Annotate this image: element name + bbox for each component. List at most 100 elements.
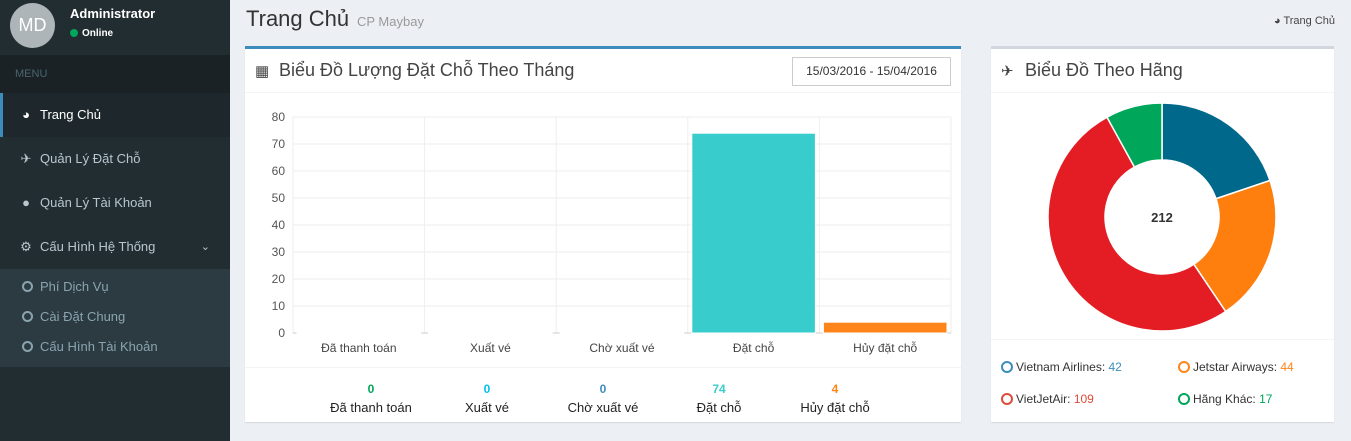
circle-icon bbox=[22, 281, 33, 292]
legend-item: Jetstar Airways: 44 bbox=[1178, 360, 1294, 374]
stat-value: 74 bbox=[712, 382, 726, 396]
breadcrumb[interactable]: ◕ Trang Chủ bbox=[1274, 15, 1335, 27]
donut-slice bbox=[1161, 102, 1271, 200]
y-tick-label: 70 bbox=[272, 137, 286, 151]
circle-icon bbox=[22, 341, 33, 352]
y-tick-label: 0 bbox=[278, 326, 285, 340]
bar bbox=[428, 331, 553, 334]
sidebar-item-home[interactable]: ◕ Trang Chủ bbox=[0, 93, 230, 137]
airline-legend: Vietnam Airlines: 42 Jetstar Airways: 44… bbox=[991, 339, 1334, 423]
stat-label: Đã thanh toán bbox=[330, 400, 412, 415]
circle-icon bbox=[22, 311, 33, 322]
user-panel: MD Administrator Online bbox=[0, 0, 230, 55]
sidebar-item-label: Quản Lý Tài Khoản bbox=[40, 195, 152, 210]
y-tick-label: 50 bbox=[272, 191, 286, 205]
avatar[interactable]: MD bbox=[10, 3, 55, 48]
legend-name: Hãng Khác: bbox=[1193, 392, 1256, 406]
legend-item: Vietnam Airlines: 42 bbox=[1001, 360, 1122, 374]
legend-name: Jetstar Airways: bbox=[1193, 360, 1278, 374]
y-tick-label: 40 bbox=[272, 218, 286, 232]
sidebar-subitem-service-fee[interactable]: Phí Dịch Vụ bbox=[0, 272, 230, 302]
bar bbox=[822, 321, 948, 334]
stat-value: 0 bbox=[483, 382, 491, 396]
bar bbox=[296, 331, 422, 334]
donut-slice bbox=[1192, 179, 1277, 313]
submenu-system-config: Phí Dịch Vụ Cài Đặt Chung Cấu Hình Tài K… bbox=[0, 269, 230, 367]
donut-center-label: 212 bbox=[1151, 210, 1173, 225]
stat-value: 0 bbox=[367, 382, 375, 396]
donut-slice bbox=[1047, 116, 1227, 332]
plane-icon: ✈ bbox=[20, 151, 32, 166]
x-tick-label: Xuất vé bbox=[470, 341, 511, 355]
stat-issued: 0 Xuất vé bbox=[427, 382, 547, 415]
sidebar-item-accounts[interactable]: ● Quản Lý Tài Khoản bbox=[0, 181, 230, 225]
page-subtitle: CP Maybay bbox=[357, 14, 424, 29]
stat-label: Hủy đặt chỗ bbox=[800, 400, 870, 415]
page-title: Trang Chủ bbox=[246, 6, 350, 31]
legend-value: 42 bbox=[1108, 360, 1122, 374]
sidebar-subitem-account-config[interactable]: Cấu Hình Tài Khoản bbox=[0, 332, 230, 362]
menu-header: MENU bbox=[0, 55, 230, 93]
users-icon: ● bbox=[22, 195, 30, 210]
stat-cancelled: 4 Hủy đặt chỗ bbox=[775, 382, 895, 415]
stat-booked: 74 Đặt chỗ bbox=[659, 382, 779, 415]
stat-label: Chờ xuất vé bbox=[567, 400, 639, 415]
x-tick-label: Đã thanh toán bbox=[321, 341, 396, 355]
y-tick-label: 30 bbox=[272, 245, 286, 259]
booking-chart-title-text: Biểu Đồ Lượng Đặt Chỗ Theo Tháng bbox=[279, 60, 575, 80]
donut-chart: 212 bbox=[1047, 102, 1277, 332]
airline-chart-box: ✈ Biểu Đồ Theo Hãng 212 Vietnam Airlines:… bbox=[991, 46, 1334, 422]
bar bbox=[559, 331, 685, 334]
stat-value: 4 bbox=[831, 382, 839, 396]
dashboard-icon: ◕ bbox=[22, 107, 30, 122]
legend-ring-icon bbox=[1001, 393, 1013, 405]
sidebar-item-system-config[interactable]: ⚙ Cấu Hình Hệ Thống ⌄ bbox=[0, 225, 230, 269]
sidebar-item-label: Trang Chủ bbox=[40, 107, 101, 122]
y-tick-label: 80 bbox=[272, 110, 286, 124]
sidebar-subitem-general-settings[interactable]: Cài Đặt Chung bbox=[0, 302, 230, 332]
online-dot-icon bbox=[70, 29, 78, 38]
y-tick-label: 10 bbox=[272, 299, 286, 313]
x-tick-label: Đặt chỗ bbox=[733, 340, 775, 355]
donut-slice bbox=[1105, 102, 1163, 169]
booking-chart-title: ▦ Biểu Đồ Lượng Đặt Chỗ Theo Tháng bbox=[255, 60, 574, 81]
box-divider bbox=[245, 92, 961, 93]
stat-label: Đặt chỗ bbox=[696, 400, 742, 415]
sidebar-item-label: Quản Lý Đặt Chỗ bbox=[40, 151, 141, 166]
legend-name: Vietnam Airlines: bbox=[1016, 360, 1106, 374]
stat-paid: 0 Đã thanh toán bbox=[311, 382, 431, 415]
legend-value: 109 bbox=[1073, 392, 1094, 406]
calendar-icon: ▦ bbox=[255, 63, 270, 80]
legend-ring-icon bbox=[1178, 361, 1190, 373]
stat-pending: 0 Chờ xuất vé bbox=[543, 382, 663, 415]
airline-chart-title: ✈ Biểu Đồ Theo Hãng bbox=[1001, 60, 1183, 81]
bar-chart: 0 10 20 30 40 50 60 70 80 Đã thanh toán Xuất vé Chờ… bbox=[272, 110, 952, 355]
y-tick-label: 20 bbox=[272, 272, 286, 286]
date-range-picker[interactable]: 15/03/2016 - 15/04/2016 bbox=[792, 57, 951, 86]
subitem-label: Cấu Hình Tài Khoản bbox=[40, 339, 158, 354]
bar bbox=[691, 132, 816, 334]
legend-value: 17 bbox=[1259, 392, 1273, 406]
stat-value: 0 bbox=[599, 382, 607, 396]
x-tick-label: Chờ xuất vé bbox=[589, 341, 655, 355]
legend-ring-icon bbox=[1001, 361, 1013, 373]
dashboard-icon: ◕ bbox=[1273, 15, 1281, 27]
legend-value: 44 bbox=[1280, 360, 1294, 374]
subitem-label: Phí Dịch Vụ bbox=[40, 279, 109, 294]
user-name: Administrator bbox=[70, 6, 156, 21]
plane-icon: ✈ bbox=[1001, 63, 1014, 80]
gear-icon: ⚙ bbox=[20, 239, 32, 254]
airline-chart-title-text: Biểu Đồ Theo Hãng bbox=[1025, 60, 1183, 80]
legend-item: VietJetAir: 109 bbox=[1001, 392, 1094, 406]
legend-name: VietJetAir: bbox=[1016, 392, 1071, 406]
box-divider bbox=[991, 92, 1334, 93]
y-tick-label: 60 bbox=[272, 164, 286, 178]
chevron-down-icon: ⌄ bbox=[200, 241, 210, 253]
subitem-label: Cài Đặt Chung bbox=[40, 309, 126, 324]
stats-row: 0 Đã thanh toán 0 Xuất vé 0 Chờ xuất vé 74 Đ… bbox=[245, 367, 961, 423]
legend-item: Hãng Khác: 17 bbox=[1178, 392, 1272, 406]
legend-ring-icon bbox=[1178, 393, 1190, 405]
booking-chart-box: ▦ Biểu Đồ Lượng Đặt Chỗ Theo Tháng 15/03/… bbox=[245, 46, 961, 422]
sidebar: MD Administrator Online MENU ◕ Trang Chủ … bbox=[0, 0, 230, 441]
sidebar-item-bookings[interactable]: ✈ Quản Lý Đặt Chỗ bbox=[0, 137, 230, 181]
